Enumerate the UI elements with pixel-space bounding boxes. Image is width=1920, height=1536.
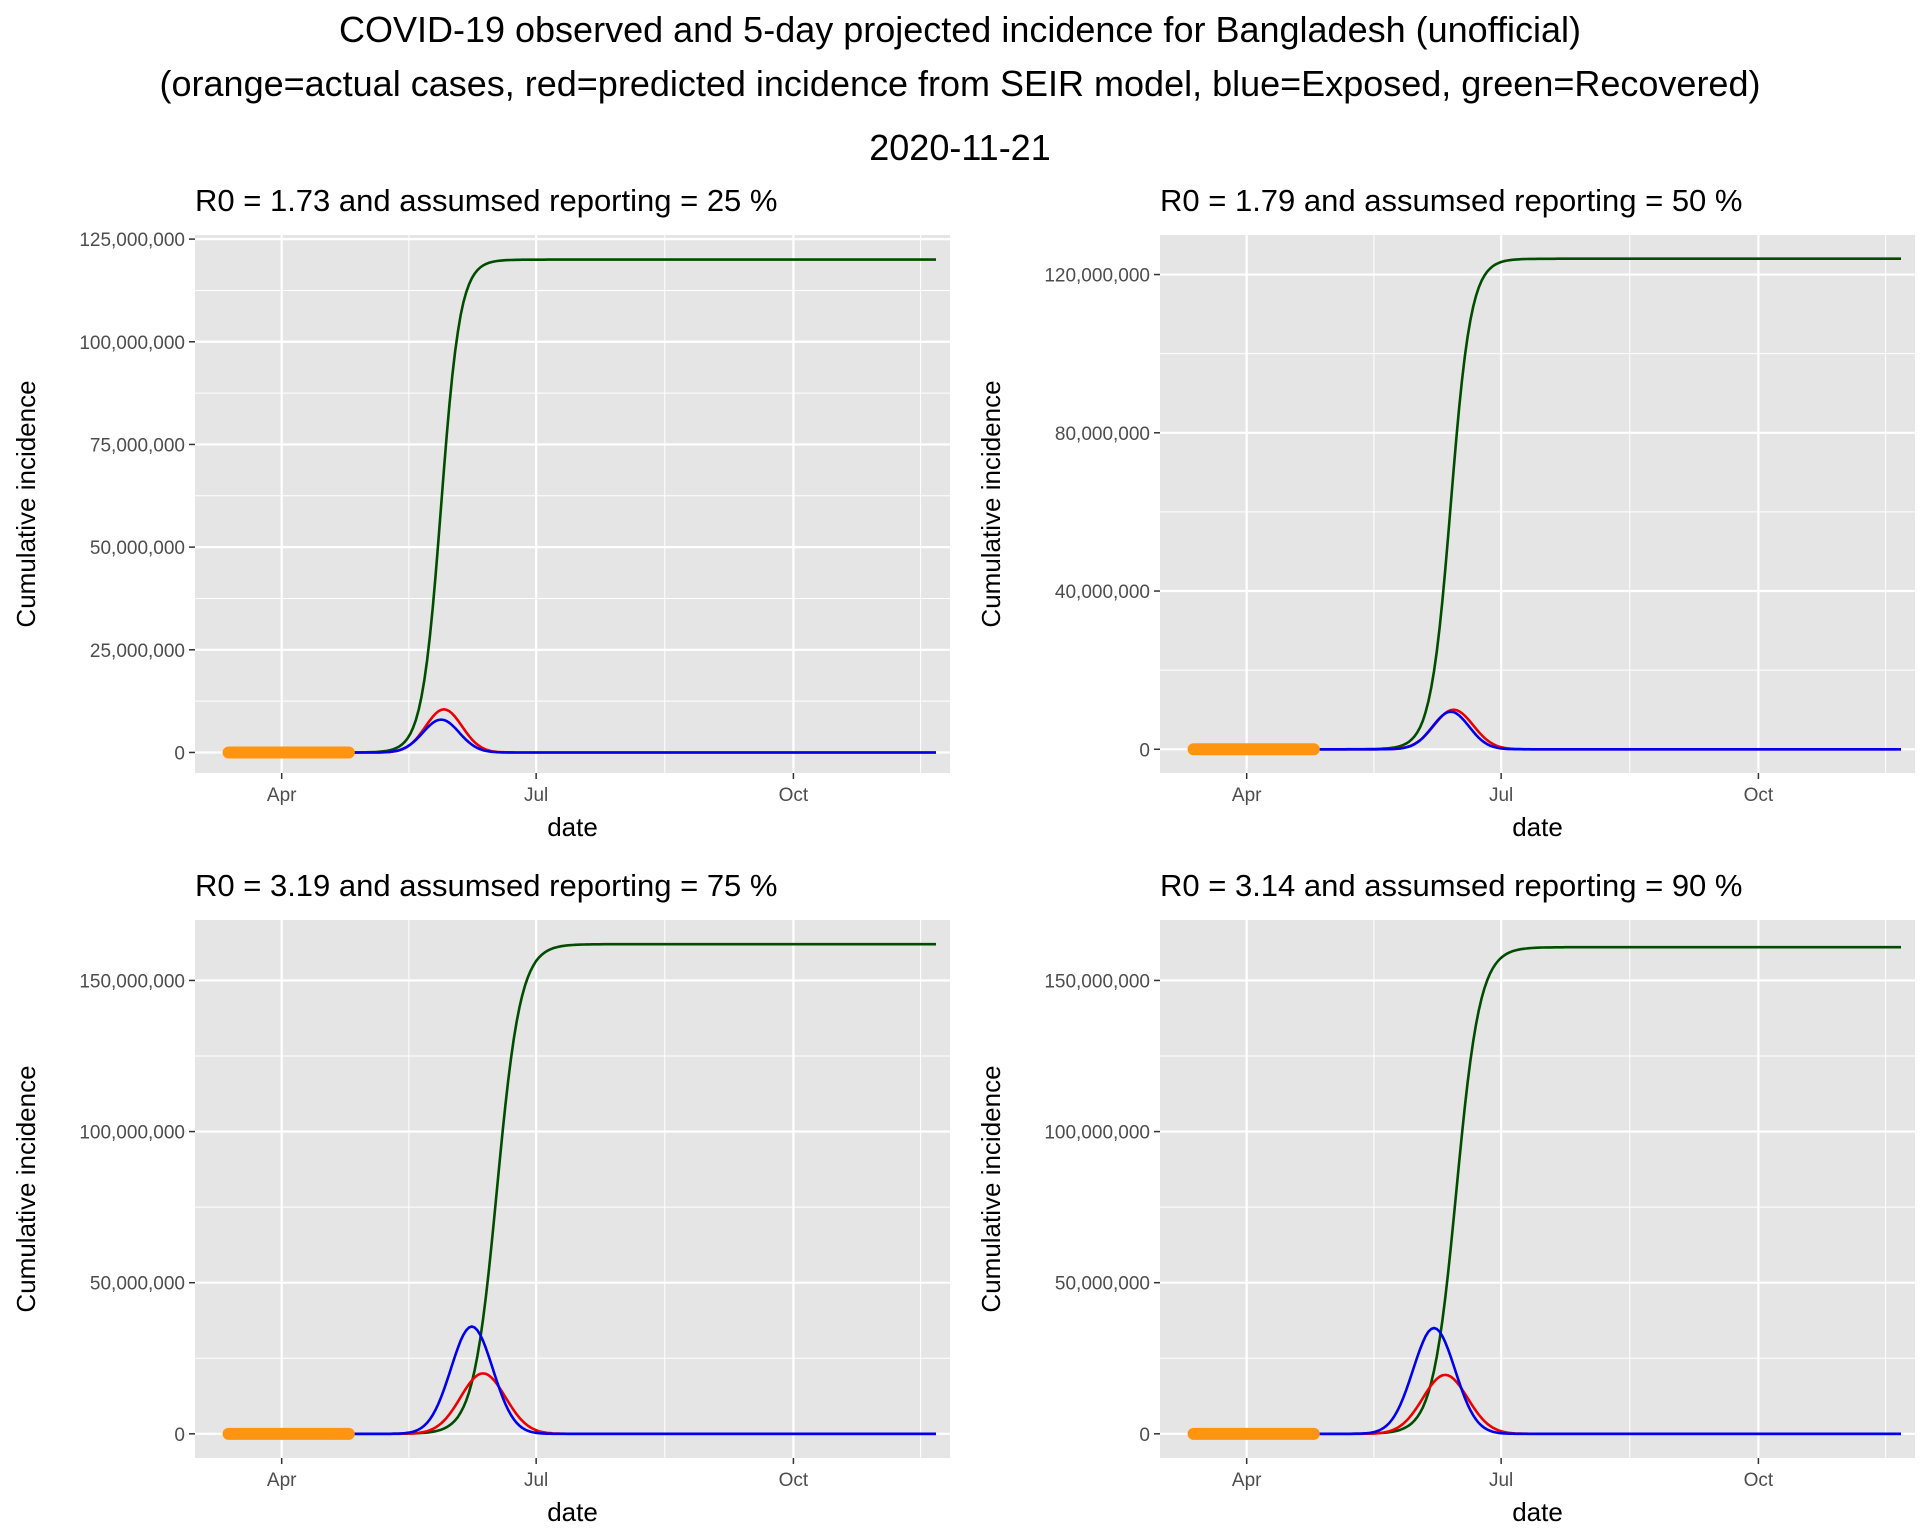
chart-panel-4: Apr Jul Oct 0 50,000,000 100,000,000 150,000,0… xyxy=(976,868,1915,1527)
y-tick-label: 125,000,000 xyxy=(79,230,185,251)
figure-title-line-3: 2020-11-21 xyxy=(869,127,1051,168)
panel-background xyxy=(195,920,950,1458)
y-tick-label: 40,000,000 xyxy=(1055,582,1150,603)
x-tick-label: Jul xyxy=(1489,1470,1513,1491)
y-tick-label: 50,000,000 xyxy=(90,538,185,559)
x-axis-title: date xyxy=(1512,812,1563,842)
x-axis-title: date xyxy=(547,1497,598,1527)
y-tick-label: 50,000,000 xyxy=(90,1274,185,1295)
x-tick-label: Oct xyxy=(1744,785,1774,806)
panel-background xyxy=(195,235,950,773)
x-axis-title: date xyxy=(1512,1497,1563,1527)
chart-title: R0 = 3.14 and assumsed reporting = 90 % xyxy=(1160,868,1742,903)
x-tick-label: Oct xyxy=(1744,1470,1774,1491)
y-tick-label: 25,000,000 xyxy=(90,641,185,662)
chart-title: R0 = 1.73 and assumsed reporting = 25 % xyxy=(195,183,777,218)
y-axis-title: Cumulative incidence xyxy=(11,1065,41,1312)
y-tick-label: 0 xyxy=(174,743,185,764)
y-axis-title: Cumulative incidence xyxy=(976,380,1006,627)
x-tick-label: Apr xyxy=(1232,785,1262,806)
y-tick-label: 120,000,000 xyxy=(1044,266,1150,287)
y-axis-title: Cumulative incidence xyxy=(976,1065,1006,1312)
chart-title: R0 = 3.19 and assumsed reporting = 75 % xyxy=(195,868,777,903)
x-axis-title: date xyxy=(547,812,598,842)
y-tick-label: 150,000,000 xyxy=(1044,971,1150,992)
y-axis-title: Cumulative incidence xyxy=(11,380,41,627)
x-tick-label: Oct xyxy=(779,785,809,806)
panel-background xyxy=(1160,920,1915,1458)
x-tick-label: Apr xyxy=(267,1470,297,1491)
figure-title-line-1: COVID-19 observed and 5-day projected in… xyxy=(338,9,1582,50)
y-tick-label: 150,000,000 xyxy=(79,971,185,992)
chart-panel-1: Apr Jul Oct 0 25,000,000 50,000,000 75,000,000… xyxy=(11,183,950,842)
chart-panel-2: Apr Jul Oct 0 40,000,000 80,000,000 120,000,00… xyxy=(976,183,1915,842)
x-tick-label: Jul xyxy=(524,785,548,806)
y-tick-label: 50,000,000 xyxy=(1055,1274,1150,1295)
x-tick-label: Jul xyxy=(524,1470,548,1491)
x-tick-label: Oct xyxy=(779,1470,809,1491)
chart-title: R0 = 1.79 and assumsed reporting = 50 % xyxy=(1160,183,1742,218)
chart-panel-3: Apr Jul Oct 0 50,000,000 100,000,000 150,000,0… xyxy=(11,868,950,1527)
figure-title-line-2: (orange=actual cases, red=predicted inci… xyxy=(159,63,1761,104)
y-tick-label: 0 xyxy=(1139,1425,1150,1446)
y-tick-label: 100,000,000 xyxy=(79,1123,185,1144)
y-tick-label: 80,000,000 xyxy=(1055,424,1150,445)
panel-background xyxy=(1160,235,1915,773)
y-tick-label: 100,000,000 xyxy=(1044,1123,1150,1144)
x-tick-label: Apr xyxy=(267,785,297,806)
y-tick-label: 0 xyxy=(1139,740,1150,761)
x-tick-label: Apr xyxy=(1232,1470,1262,1491)
y-tick-label: 100,000,000 xyxy=(79,333,185,354)
y-tick-label: 0 xyxy=(174,1425,185,1446)
y-tick-label: 75,000,000 xyxy=(90,435,185,456)
x-tick-label: Jul xyxy=(1489,785,1513,806)
